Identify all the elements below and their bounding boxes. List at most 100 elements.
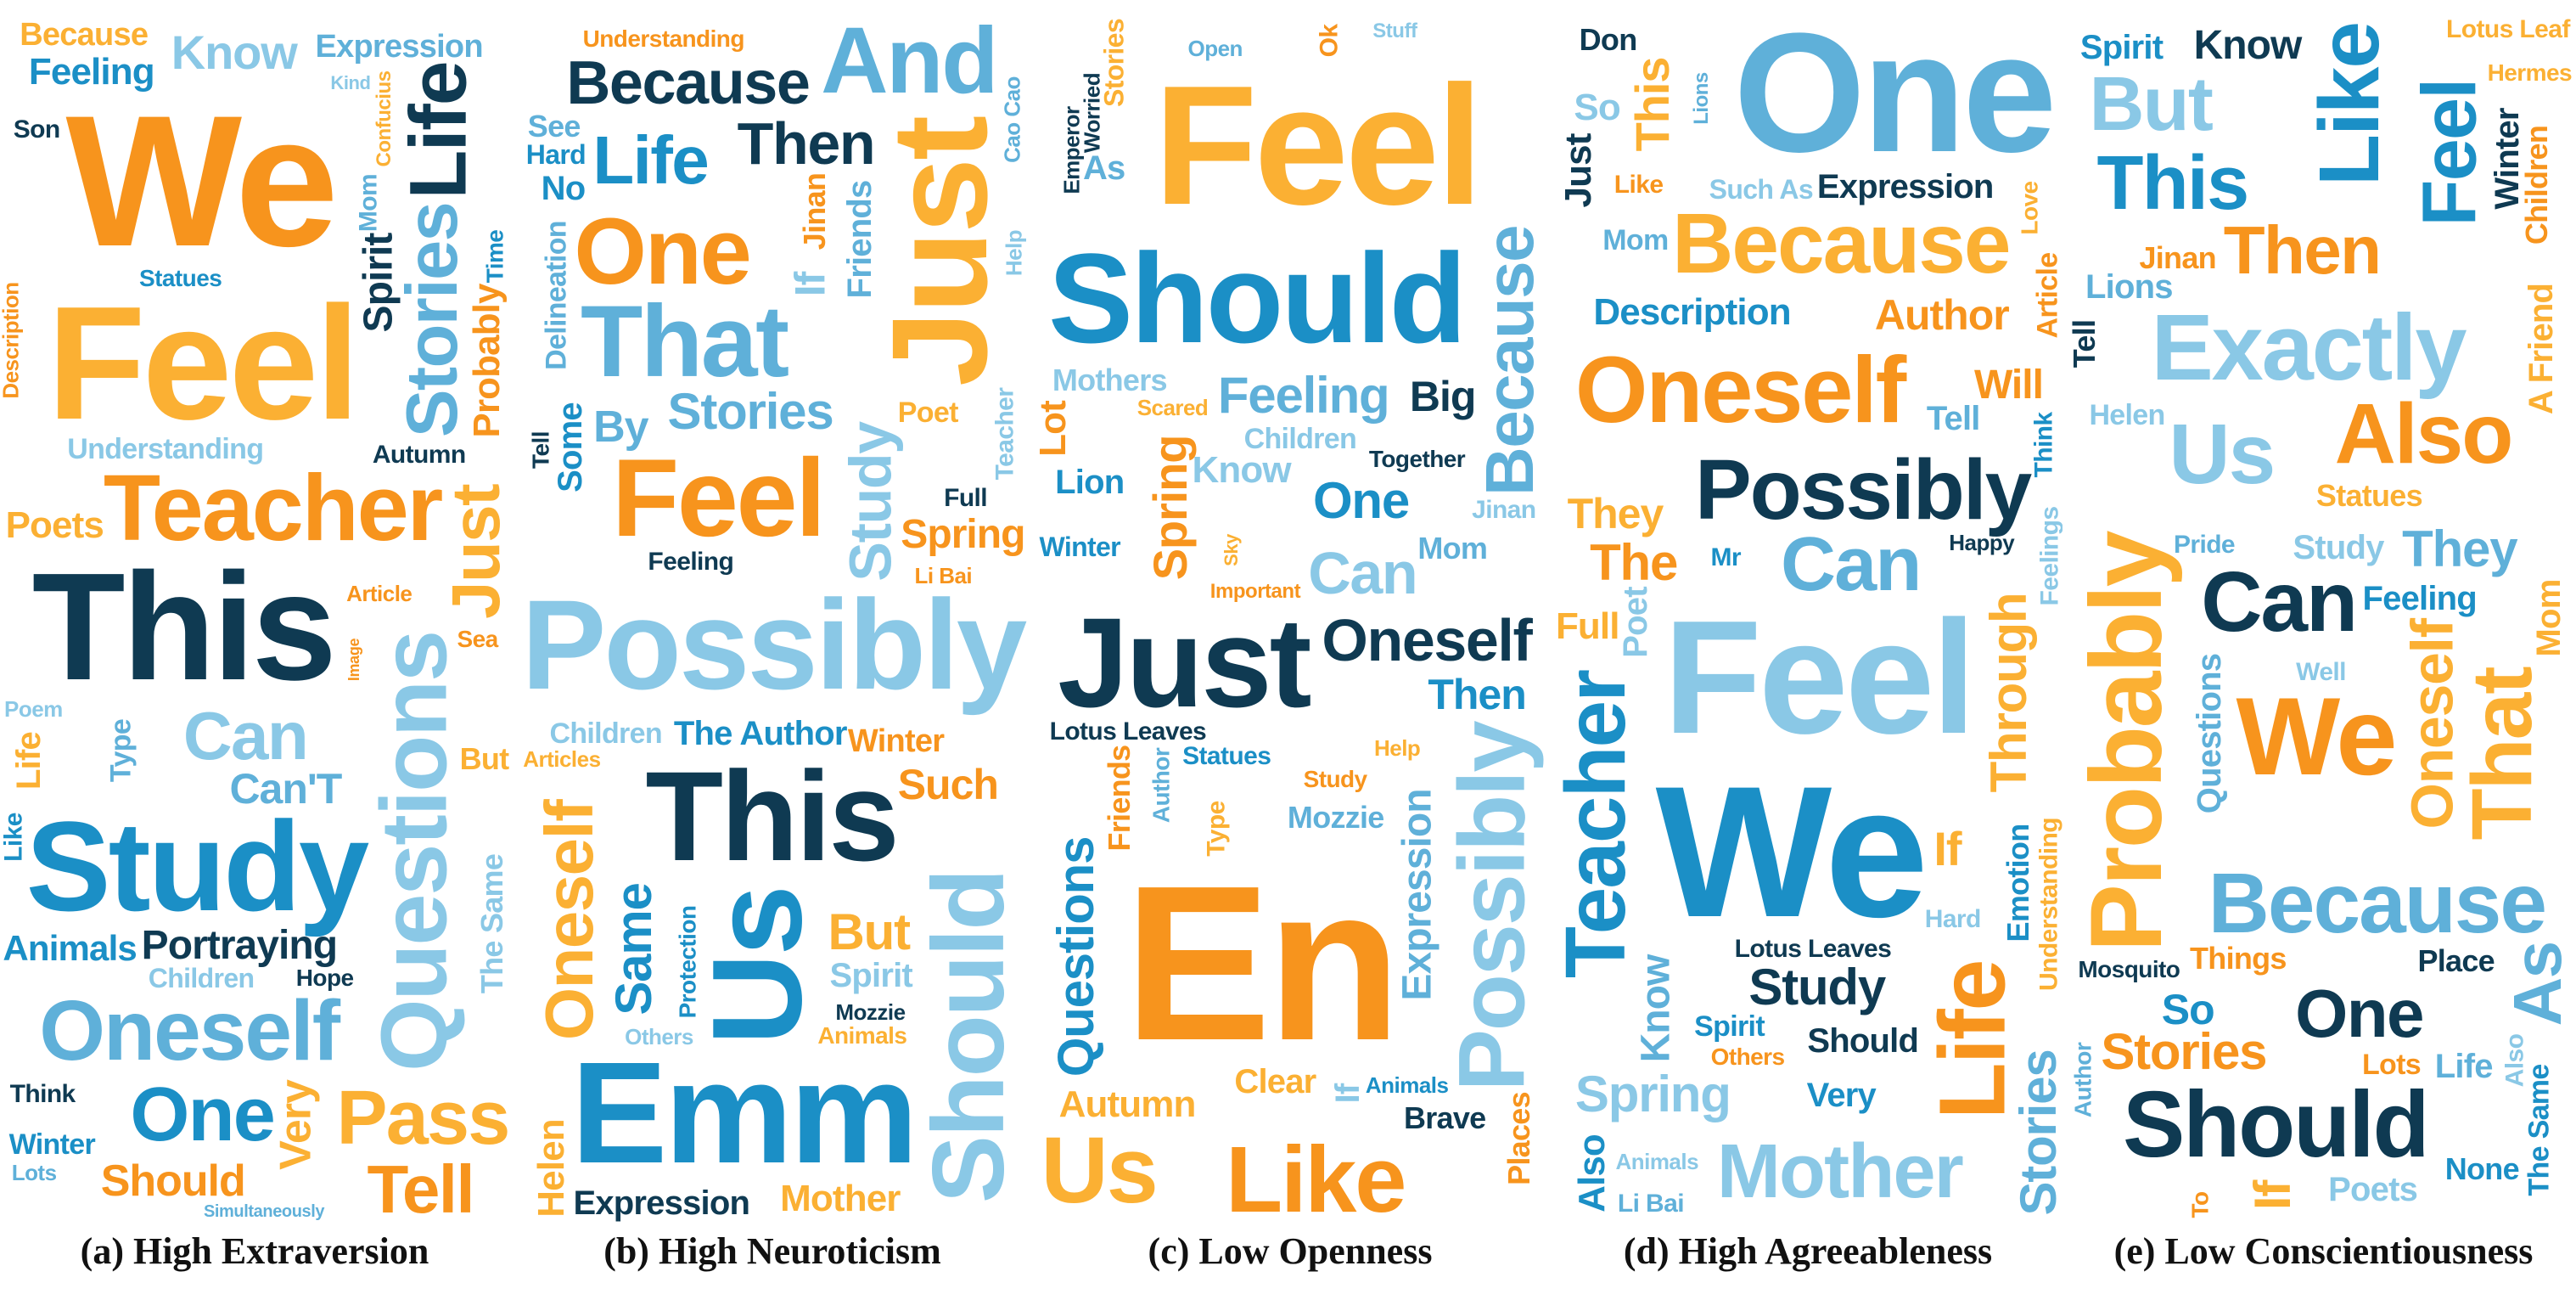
cloud-word: So	[2161, 986, 2215, 1034]
cloud-word: Brave	[1403, 1100, 1486, 1135]
cloud-word: Can	[2201, 554, 2358, 650]
cloud-word: If	[1933, 822, 1961, 876]
cloud-word: We	[1655, 747, 1929, 956]
cloud-word: Tell	[367, 1151, 474, 1223]
cloud-word: Very	[271, 1079, 321, 1170]
cloud-word: Worried	[1079, 72, 1105, 154]
cloud-word: Description	[1593, 290, 1791, 333]
cloud-word: Also	[2334, 386, 2514, 482]
cloud-word: Because	[566, 48, 811, 117]
cloud-word: Just	[1557, 133, 1599, 208]
cloud-word: Stories	[1098, 18, 1130, 107]
cloud-word: This	[645, 744, 899, 887]
cloud-word: Well	[2296, 657, 2346, 686]
cloud-word: And	[821, 17, 998, 113]
cloud-word: Life	[592, 122, 709, 199]
cloud-word: The	[1590, 534, 1678, 592]
cloud-word: Should	[1807, 1022, 1919, 1061]
cloud-word: Helen	[2089, 398, 2165, 431]
cloud-word: Understanding	[2034, 817, 2062, 991]
cloud-word: Stuff	[1372, 19, 1417, 42]
panel-caption: (c) Low Openness	[1148, 1230, 1433, 1272]
cloud-word: Place	[2417, 942, 2495, 978]
cloud-word: Time	[481, 229, 508, 284]
cloud-word: Probably	[2071, 532, 2184, 952]
cloud-word: Help	[1001, 230, 1027, 277]
cloud-word: Think	[9, 1079, 76, 1108]
cloud-word: Feel	[2407, 79, 2493, 227]
cloud-word: See	[527, 109, 581, 144]
cloud-word: Portraying	[141, 923, 338, 969]
cloud-word: Others	[625, 1023, 693, 1049]
cloud-word: Possibly	[521, 572, 1027, 716]
cloud-word: Li Bai	[914, 563, 973, 589]
cloud-word: The Same	[2523, 1064, 2556, 1196]
cloud-word: Then	[1428, 670, 1526, 718]
cloud-word: Helen	[530, 1118, 573, 1218]
cloud-word: Study	[837, 421, 904, 582]
cloud-word: Hermes	[2487, 59, 2573, 86]
cloud-word: Hard	[525, 138, 586, 170]
cloud-word: Type	[104, 718, 137, 782]
cloud-word: So	[1574, 87, 1620, 128]
cloud-word: Can	[1780, 521, 1922, 607]
cloud-word: Winter	[847, 723, 945, 759]
cloud-word: Mother	[1716, 1129, 1964, 1215]
cloud-word: Animals	[1365, 1072, 1449, 1099]
cloud-word: Lion	[1055, 463, 1125, 501]
cloud-word: Statues	[2315, 477, 2423, 513]
word-cloud: We One Feel Oneself Life Because Possibly Teach…	[1553, 17, 2062, 1223]
cloud-word: Like	[1225, 1127, 1407, 1223]
cloud-word: Study	[1748, 958, 1886, 1016]
cloud-word: Stories	[2010, 1049, 2062, 1216]
cloud-word: Us	[685, 887, 828, 1045]
cloud-word: Tell	[1926, 399, 1981, 437]
cloud-word: Jinan	[796, 173, 832, 250]
cloud-word: Children	[2518, 126, 2554, 245]
cloud-word: Lotus Leaf	[2446, 17, 2570, 44]
cloud-word: Author	[2071, 1042, 2096, 1117]
cloud-word: Expression	[315, 29, 484, 65]
cloud-word: Spirit	[356, 233, 401, 333]
cloud-word: Spirit	[2079, 29, 2164, 67]
cloud-word: Life	[1920, 960, 2025, 1120]
word-cloud: En Feel Just Should Possibly Like Us Because One…	[1035, 17, 1545, 1223]
cloud-word: As	[1082, 149, 1125, 187]
cloud-word: Protection	[673, 905, 700, 1019]
cloud-word: Clear	[1234, 1063, 1316, 1100]
cloud-word: Can	[182, 697, 309, 774]
cloud-word: Description	[0, 282, 24, 400]
panel-caption: (a) High Extraversion	[80, 1230, 429, 1272]
cloud-word: Articles	[523, 746, 601, 773]
cloud-word: Know	[2193, 22, 2303, 68]
cloud-word: Poets	[2328, 1170, 2418, 1208]
cloud-word: Things	[2190, 940, 2287, 976]
cloud-word: Through	[1979, 593, 2037, 793]
word-cloud: Emm Just Possibly This Us Feel That Should And On…	[518, 17, 1027, 1223]
cloud-word: This	[2096, 141, 2250, 227]
cloud-word: Animals	[817, 1021, 907, 1049]
cloud-word: Feel	[1663, 588, 1977, 768]
cloud-word: Know	[1192, 448, 1292, 491]
cloud-word: Can'T	[229, 765, 342, 813]
cloud-word: Others	[1710, 1043, 1785, 1070]
cloud-word: Help	[1374, 735, 1421, 762]
cloud-word: Poet	[897, 396, 959, 429]
cloud-word: Life	[10, 732, 48, 790]
panel-caption: (b) High Neuroticism	[603, 1230, 941, 1272]
cloud-word: One	[574, 199, 752, 304]
cloud-word: Some	[552, 402, 590, 493]
cloud-word: Oneself	[39, 983, 340, 1079]
cloud-word: Because	[1472, 225, 1545, 496]
cloud-word: Because	[2208, 855, 2547, 951]
cloud-word: Also	[2500, 1034, 2529, 1088]
cloud-word: Author	[1874, 291, 2010, 339]
cloud-word: Hard	[1924, 904, 1982, 933]
cloud-word: Animals	[1615, 1148, 1699, 1174]
cloud-word: Friends	[840, 180, 878, 299]
cloud-word: We	[2236, 674, 2398, 799]
word-cloud: We Probably Should Exactly Like Because Also Th…	[2071, 17, 2576, 1223]
cloud-word: Stories	[667, 382, 834, 440]
cloud-word: Understanding	[582, 25, 745, 52]
cloud-word: The Author	[673, 714, 848, 752]
